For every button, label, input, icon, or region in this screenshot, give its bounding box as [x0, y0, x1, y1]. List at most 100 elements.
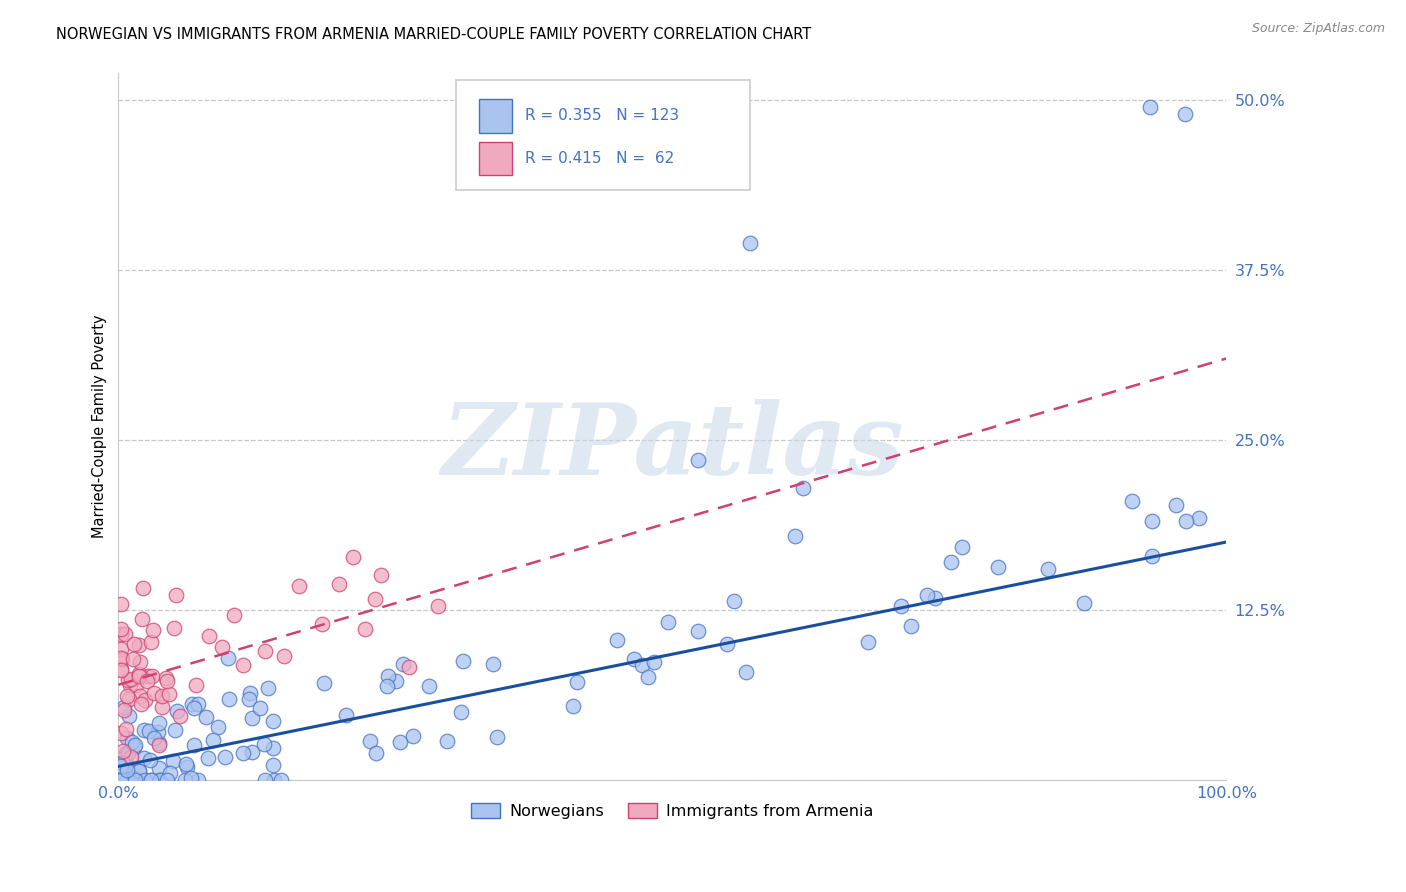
Point — [128, 669, 150, 683]
Point — [152, 700, 174, 714]
Point — [121, 734, 143, 748]
Point — [117, 746, 139, 760]
Point — [392, 657, 415, 672]
Point — [364, 746, 387, 760]
Point — [402, 729, 425, 743]
Point — [132, 581, 155, 595]
Point — [111, 756, 134, 770]
Point — [1188, 511, 1211, 525]
Point — [686, 624, 709, 638]
Point — [370, 568, 392, 582]
Point — [211, 640, 233, 654]
Point — [141, 634, 163, 648]
Point — [136, 669, 159, 683]
Point — [163, 621, 186, 635]
Point — [124, 772, 146, 787]
Point — [187, 697, 209, 711]
Point — [858, 635, 880, 649]
Point — [342, 549, 364, 564]
Point — [631, 657, 654, 672]
Point — [217, 650, 239, 665]
Point — [148, 761, 170, 775]
Point — [117, 772, 139, 787]
Point — [139, 753, 162, 767]
FancyBboxPatch shape — [457, 80, 749, 190]
Point — [169, 709, 191, 723]
Point — [738, 235, 761, 250]
Point — [288, 579, 311, 593]
Point — [240, 745, 263, 759]
Point — [783, 529, 806, 543]
Point — [115, 689, 138, 703]
Y-axis label: Married-Couple Family Poverty: Married-Couple Family Poverty — [93, 315, 107, 538]
Point — [129, 655, 152, 669]
Point — [141, 772, 163, 787]
Point — [143, 686, 166, 700]
Point — [128, 667, 150, 681]
Text: ZIPatlas: ZIPatlas — [441, 400, 904, 496]
Point — [792, 481, 814, 495]
Point — [110, 772, 132, 787]
Point — [238, 692, 260, 706]
Point — [117, 763, 139, 777]
Point — [254, 643, 277, 657]
Point — [398, 660, 420, 674]
Point — [198, 629, 221, 643]
Point — [643, 655, 665, 669]
Point — [253, 737, 276, 751]
Point — [112, 703, 135, 717]
Point — [110, 758, 132, 772]
Point — [125, 677, 148, 691]
Point — [486, 731, 509, 745]
Point — [183, 701, 205, 715]
Point — [186, 678, 208, 692]
Point — [110, 772, 132, 787]
Point — [1121, 494, 1143, 508]
Point — [1140, 514, 1163, 528]
Point — [155, 772, 177, 787]
Point — [354, 622, 377, 636]
Point — [194, 709, 217, 723]
Point — [110, 651, 132, 665]
Point — [148, 736, 170, 750]
Point — [148, 715, 170, 730]
Point — [900, 619, 922, 633]
Point — [149, 772, 172, 787]
Point — [364, 592, 387, 607]
Point — [110, 726, 132, 740]
Point — [734, 665, 756, 679]
Point — [149, 772, 172, 787]
Point — [155, 672, 177, 686]
Point — [135, 673, 157, 688]
Point — [987, 560, 1010, 574]
Point — [377, 679, 399, 693]
Point — [110, 642, 132, 657]
Point — [118, 678, 141, 692]
Text: R = 0.355   N = 123: R = 0.355 N = 123 — [524, 108, 679, 123]
Point — [890, 599, 912, 614]
Point — [117, 673, 139, 687]
Point — [148, 725, 170, 739]
Point — [129, 697, 152, 711]
Point — [173, 772, 195, 787]
Point — [112, 700, 135, 714]
Point — [128, 764, 150, 778]
Point — [121, 750, 143, 764]
Point — [114, 627, 136, 641]
Point — [110, 751, 132, 765]
Point — [157, 687, 180, 701]
Point — [148, 738, 170, 752]
Point — [118, 692, 141, 706]
Bar — [478, 142, 512, 176]
Point — [180, 771, 202, 785]
Point — [657, 615, 679, 629]
Point — [110, 662, 132, 676]
Point — [311, 617, 333, 632]
Point — [218, 692, 240, 706]
Point — [141, 668, 163, 682]
Point — [939, 555, 962, 569]
Point — [1166, 498, 1188, 512]
Point — [165, 723, 187, 737]
Point — [110, 664, 132, 678]
Point — [122, 771, 145, 785]
